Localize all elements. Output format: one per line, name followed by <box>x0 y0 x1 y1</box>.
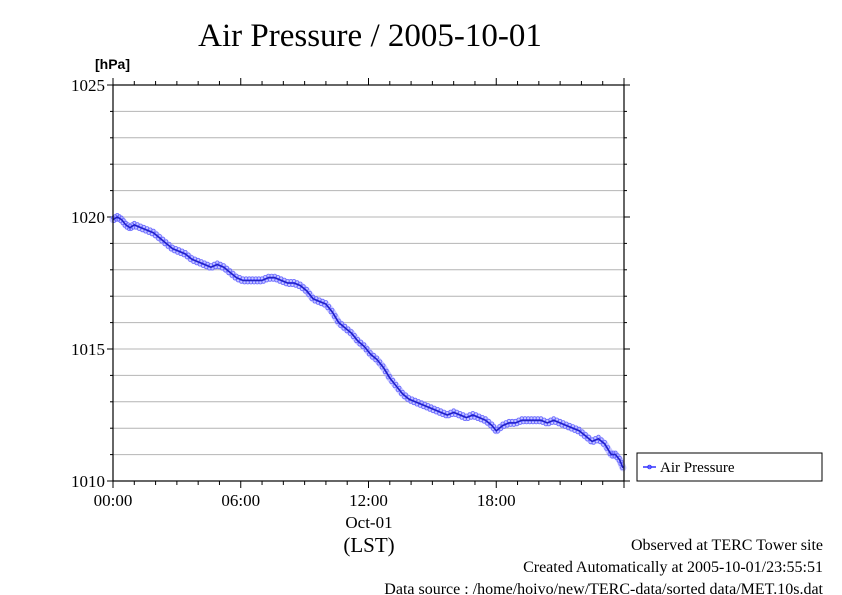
y-tick-label: 1015 <box>71 340 105 359</box>
series-line-core <box>112 216 624 468</box>
x-tick-label: 00:00 <box>94 491 133 510</box>
chart-title: Air Pressure / 2005-10-01 <box>198 18 542 54</box>
created-timestamp-text: Created Automatically at 2005-10-01/23:5… <box>523 559 823 576</box>
legend-swatch-marker <box>647 464 652 470</box>
legend-box <box>636 452 823 482</box>
y-tick-labels: 1010 1015 1020 1025 <box>71 76 105 491</box>
plot-frame <box>112 84 625 482</box>
observed-site-text: Observed at TERC Tower site <box>631 537 823 554</box>
grid-lines <box>113 110 624 456</box>
x-tick-label: 18:00 <box>477 491 516 510</box>
series-halo <box>109 213 627 472</box>
x-timezone-label: (LST) <box>343 533 394 557</box>
y-axis-unit: [hPa] <box>95 56 130 72</box>
series-group <box>109 212 627 472</box>
legend: Air Pressure <box>636 452 823 482</box>
axis-ticks <box>107 78 630 488</box>
y-tick-label: 1020 <box>71 208 105 227</box>
x-date-label: Oct-01 <box>345 513 392 532</box>
data-source-text: Data source : /home/hoivo/new/TERC-data/… <box>384 581 823 595</box>
x-tick-labels: 00:00 06:00 12:00 18:00 <box>94 491 516 510</box>
x-tick-label: 06:00 <box>221 491 260 510</box>
y-tick-label: 1010 <box>71 472 105 491</box>
x-tick-label: 12:00 <box>349 491 388 510</box>
legend-label-air-pressure: Air Pressure <box>660 460 735 476</box>
y-tick-label: 1025 <box>71 76 105 95</box>
